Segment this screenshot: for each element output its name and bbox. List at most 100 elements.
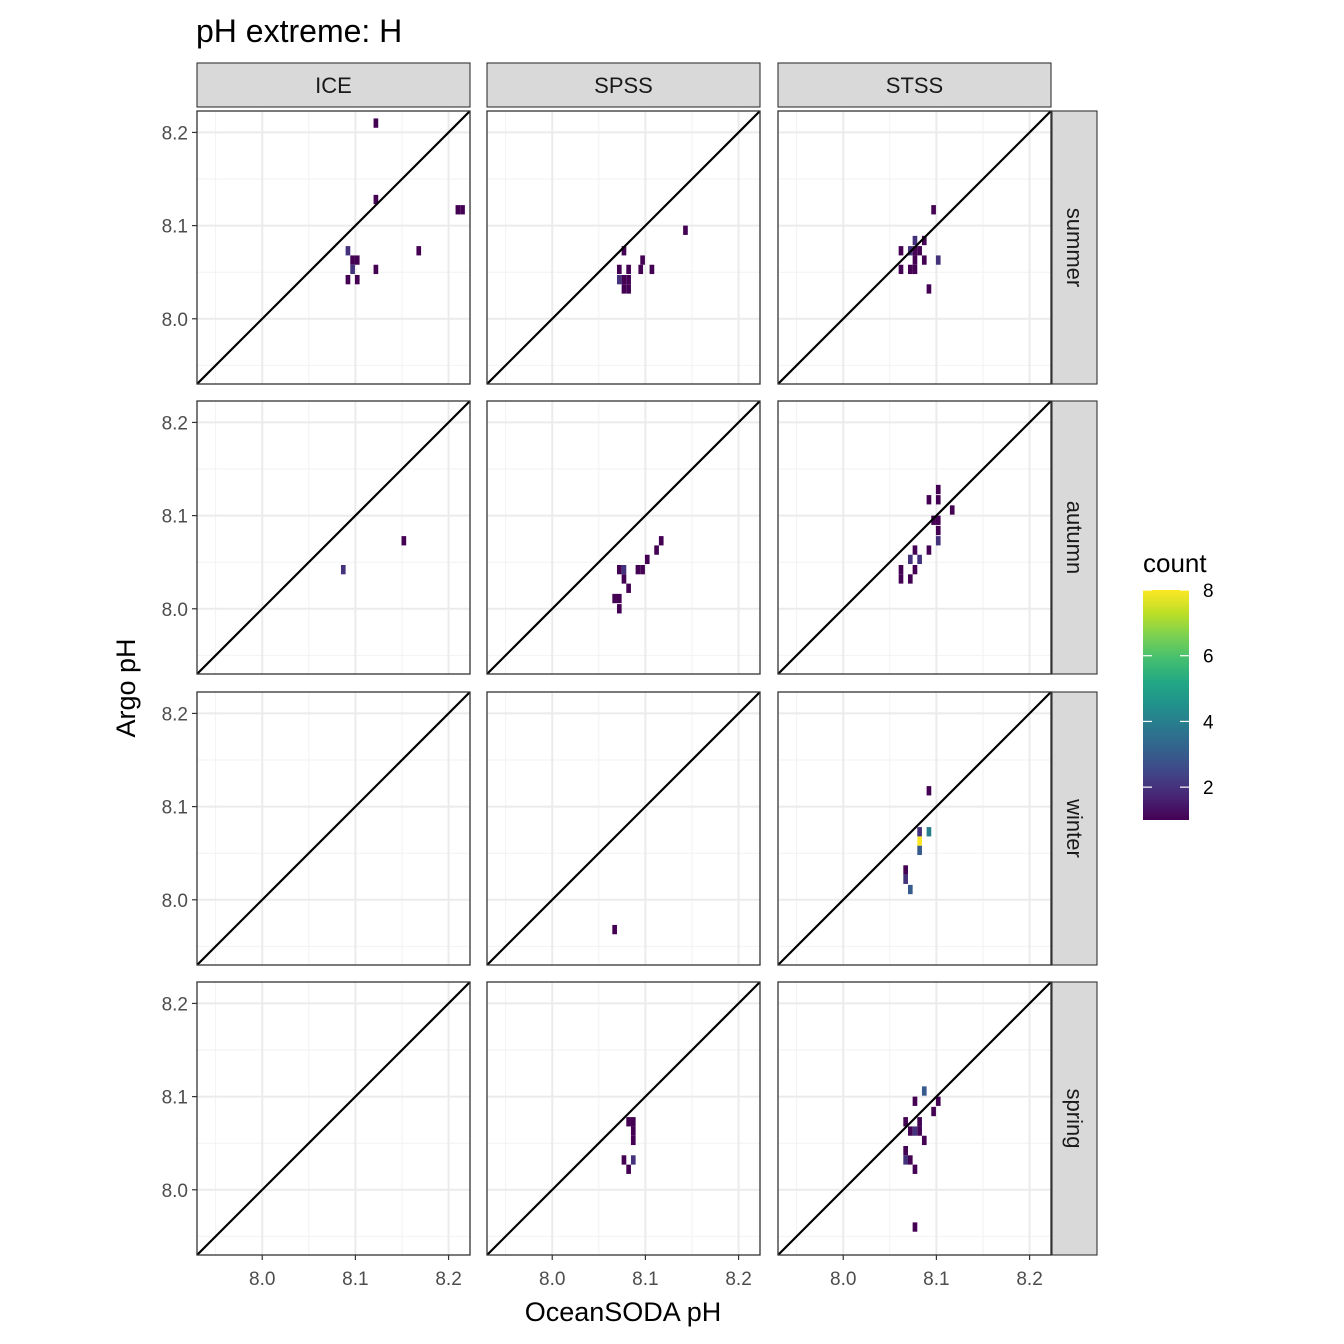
heatmap-cell [460, 205, 465, 215]
heatmap-cell [935, 484, 941, 495]
heatmap-cell [345, 246, 351, 256]
heatmap-tiles [612, 924, 617, 935]
heatmap-cell [912, 1096, 918, 1106]
y-tick-label: 8.0 [162, 1181, 188, 1202]
heatmap-cell [921, 255, 927, 265]
heatmap-cell [455, 205, 461, 215]
heatmap-cell [949, 505, 955, 515]
panel-border [196, 691, 471, 966]
heatmap-cell [898, 574, 904, 584]
panel-grid [778, 692, 1051, 965]
panel-stss-summer [777, 110, 1052, 385]
identity-line [197, 692, 470, 965]
heatmap-cell [621, 274, 627, 285]
panel-border [486, 981, 761, 1256]
heatmap-cell [935, 515, 941, 525]
y-tick-label: 8.2 [162, 704, 188, 725]
heatmap-cell [912, 246, 918, 256]
panel-spss-winter [486, 691, 761, 966]
heatmap-tiles [340, 536, 407, 575]
panel-stss-spring [777, 981, 1052, 1256]
heatmap-tiles [345, 118, 465, 285]
panel-stss-autumn [777, 400, 1052, 675]
panel-grid [778, 401, 1051, 674]
panel-grid [197, 111, 470, 384]
heatmap-cell [935, 255, 941, 265]
y-axis-ticks: 8.0 8.1 8.2 8.0 8.1 8.2 8.0 8.1 8.2 8.0 8.1 8.2 [162, 123, 197, 1202]
heatmap-cell [654, 545, 659, 555]
identity-line [197, 401, 470, 674]
heatmap-tiles [612, 536, 664, 614]
identity-line [778, 401, 1051, 674]
x-tick-label: 8.1 [342, 1269, 368, 1290]
heatmap-tiles [903, 1086, 941, 1232]
heatmap-cell [640, 255, 645, 265]
heatmap-cell [626, 274, 631, 285]
heatmap-cell [626, 583, 631, 593]
heatmap-cell [616, 264, 622, 275]
panel-grid [487, 401, 760, 674]
x-tick-label: 8.0 [539, 1269, 565, 1290]
column-strip-ice: ICE [196, 62, 471, 108]
heatmap-cell [621, 564, 627, 575]
chart-title: pH extreme: H [196, 13, 402, 49]
heatmap-cell [612, 924, 617, 935]
heatmap-cell [935, 495, 941, 505]
heatmap-cell [926, 284, 932, 294]
heatmap-cell [401, 536, 407, 546]
identity-line [778, 111, 1051, 384]
heatmap-cell [926, 786, 932, 796]
heatmap-cell [350, 264, 355, 275]
heatmap-tiles [616, 225, 688, 294]
x-tick-label: 8.0 [249, 1269, 275, 1290]
legend-colorbar [1143, 590, 1189, 820]
identity-line [487, 982, 760, 1255]
identity-line [487, 111, 760, 384]
row-strip-summer: summer [1051, 110, 1098, 385]
y-tick-label: 8.1 [162, 798, 188, 819]
heatmap-cell [616, 564, 622, 575]
heatmap-cell [354, 274, 360, 285]
heatmap-cell [616, 274, 622, 285]
heatmap-cell [935, 1096, 941, 1106]
heatmap-cell [621, 246, 627, 256]
panel-spss-summer [486, 110, 761, 385]
panel-grid [778, 982, 1051, 1255]
heatmap-cell [621, 574, 627, 584]
y-tick-label: 8.0 [162, 310, 188, 331]
heatmap-tiles [898, 205, 941, 294]
row-strip-label: autumn [1062, 501, 1087, 574]
heatmap-cell [612, 593, 617, 604]
heatmap-cell [912, 564, 918, 575]
heatmap-cell [621, 1155, 627, 1165]
legend-title: count [1143, 548, 1207, 578]
heatmap-cell [649, 264, 655, 275]
panel-grid [487, 111, 760, 384]
heatmap-cell [630, 1155, 636, 1165]
heatmap-cell [912, 545, 918, 555]
heatmap-cell [921, 1135, 927, 1146]
heatmap-cell [898, 246, 904, 256]
heatmap-cell [917, 246, 922, 256]
panel-border [777, 691, 1052, 966]
heatmap-cell [912, 255, 918, 265]
heatmap-cell [626, 264, 631, 275]
heatmap-cell [912, 264, 918, 275]
y-tick-label: 8.0 [162, 600, 188, 621]
column-strip-label: SPSS [594, 73, 653, 98]
column-strip-spss: SPSS [486, 62, 761, 108]
heatmap-tiles [621, 1117, 636, 1174]
facet-panels: ICE SPSS STSS summer autumn winter spring [196, 62, 1098, 1256]
heatmap-cell [917, 845, 922, 856]
heatmap-cell [917, 554, 922, 565]
heatmap-cell [350, 255, 355, 265]
identity-line [197, 982, 470, 1255]
legend-tick-label: 6 [1203, 647, 1214, 668]
panel-ice-autumn [196, 400, 471, 675]
heatmap-cell [903, 874, 908, 884]
row-strip-label: summer [1062, 208, 1087, 287]
heatmap-cell [640, 564, 645, 575]
heatmap-cell [931, 1106, 936, 1117]
panel-ice-winter [196, 691, 471, 966]
y-tick-label: 8.1 [162, 1088, 188, 1109]
